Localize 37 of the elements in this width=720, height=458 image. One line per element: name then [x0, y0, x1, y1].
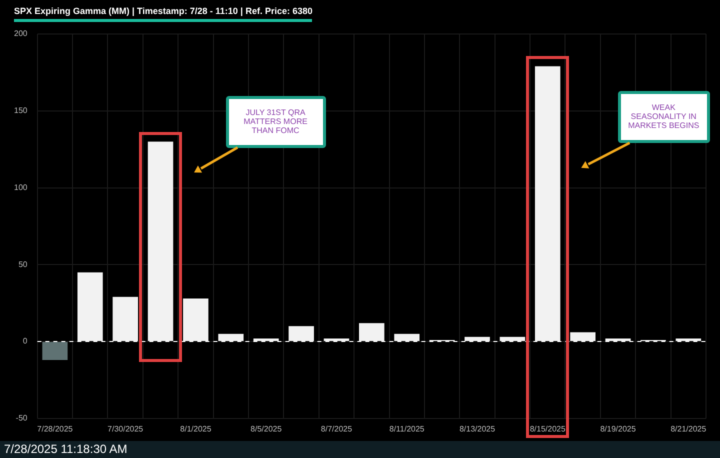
- x-tick-label: 8/11/2025: [389, 424, 425, 434]
- callout-box: JULY 31ST QRA MATTERS MORE THAN FOMC: [226, 96, 326, 148]
- y-tick-label: 0: [22, 336, 28, 346]
- y-tick-label: 200: [14, 29, 28, 38]
- bar: [77, 272, 103, 342]
- y-tick-label: 150: [14, 106, 28, 116]
- bar: [112, 296, 138, 342]
- x-tick-label: 8/13/2025: [459, 424, 496, 434]
- x-tick-label: 8/19/2025: [600, 424, 636, 434]
- x-tick-label: 7/30/2025: [108, 424, 144, 434]
- x-tick-label: 8/7/2025: [320, 424, 353, 434]
- bar: [183, 298, 208, 342]
- y-tick-label: -50: [16, 414, 28, 423]
- bar: [42, 342, 68, 360]
- callout-box: WEAK SEASONALITY IN MARKETS BEGINS: [618, 90, 710, 143]
- bar: [148, 142, 174, 342]
- y-tick-label: 50: [18, 260, 28, 269]
- bar: [500, 336, 526, 342]
- bar: [288, 326, 314, 342]
- bar: [324, 338, 350, 342]
- bar: [464, 336, 490, 342]
- bar: [534, 66, 560, 342]
- bar: [605, 338, 631, 342]
- bar: [253, 338, 279, 342]
- bar: [359, 323, 384, 342]
- x-tick-label: 8/1/2025: [180, 424, 212, 434]
- text: 7/28/2025 11:18:30 AM: [0, 441, 720, 458]
- x-tick-label: 8/5/2025: [250, 424, 282, 434]
- bar: [570, 332, 596, 342]
- bar: [676, 338, 702, 342]
- bar: [394, 334, 420, 342]
- y-tick-label: 100: [14, 182, 28, 192]
- x-tick-label: 8/21/2025: [670, 424, 707, 434]
- x-tick-label: 8/15/2025: [530, 424, 566, 434]
- x-tick-label: 7/28/2025: [37, 424, 74, 434]
- chart-title: SPX Expiring Gamma (MM) | Timestamp: 7/28 - 11:10 | Ref. Price: 6380: [14, 6, 312, 22]
- bar: [218, 334, 244, 342]
